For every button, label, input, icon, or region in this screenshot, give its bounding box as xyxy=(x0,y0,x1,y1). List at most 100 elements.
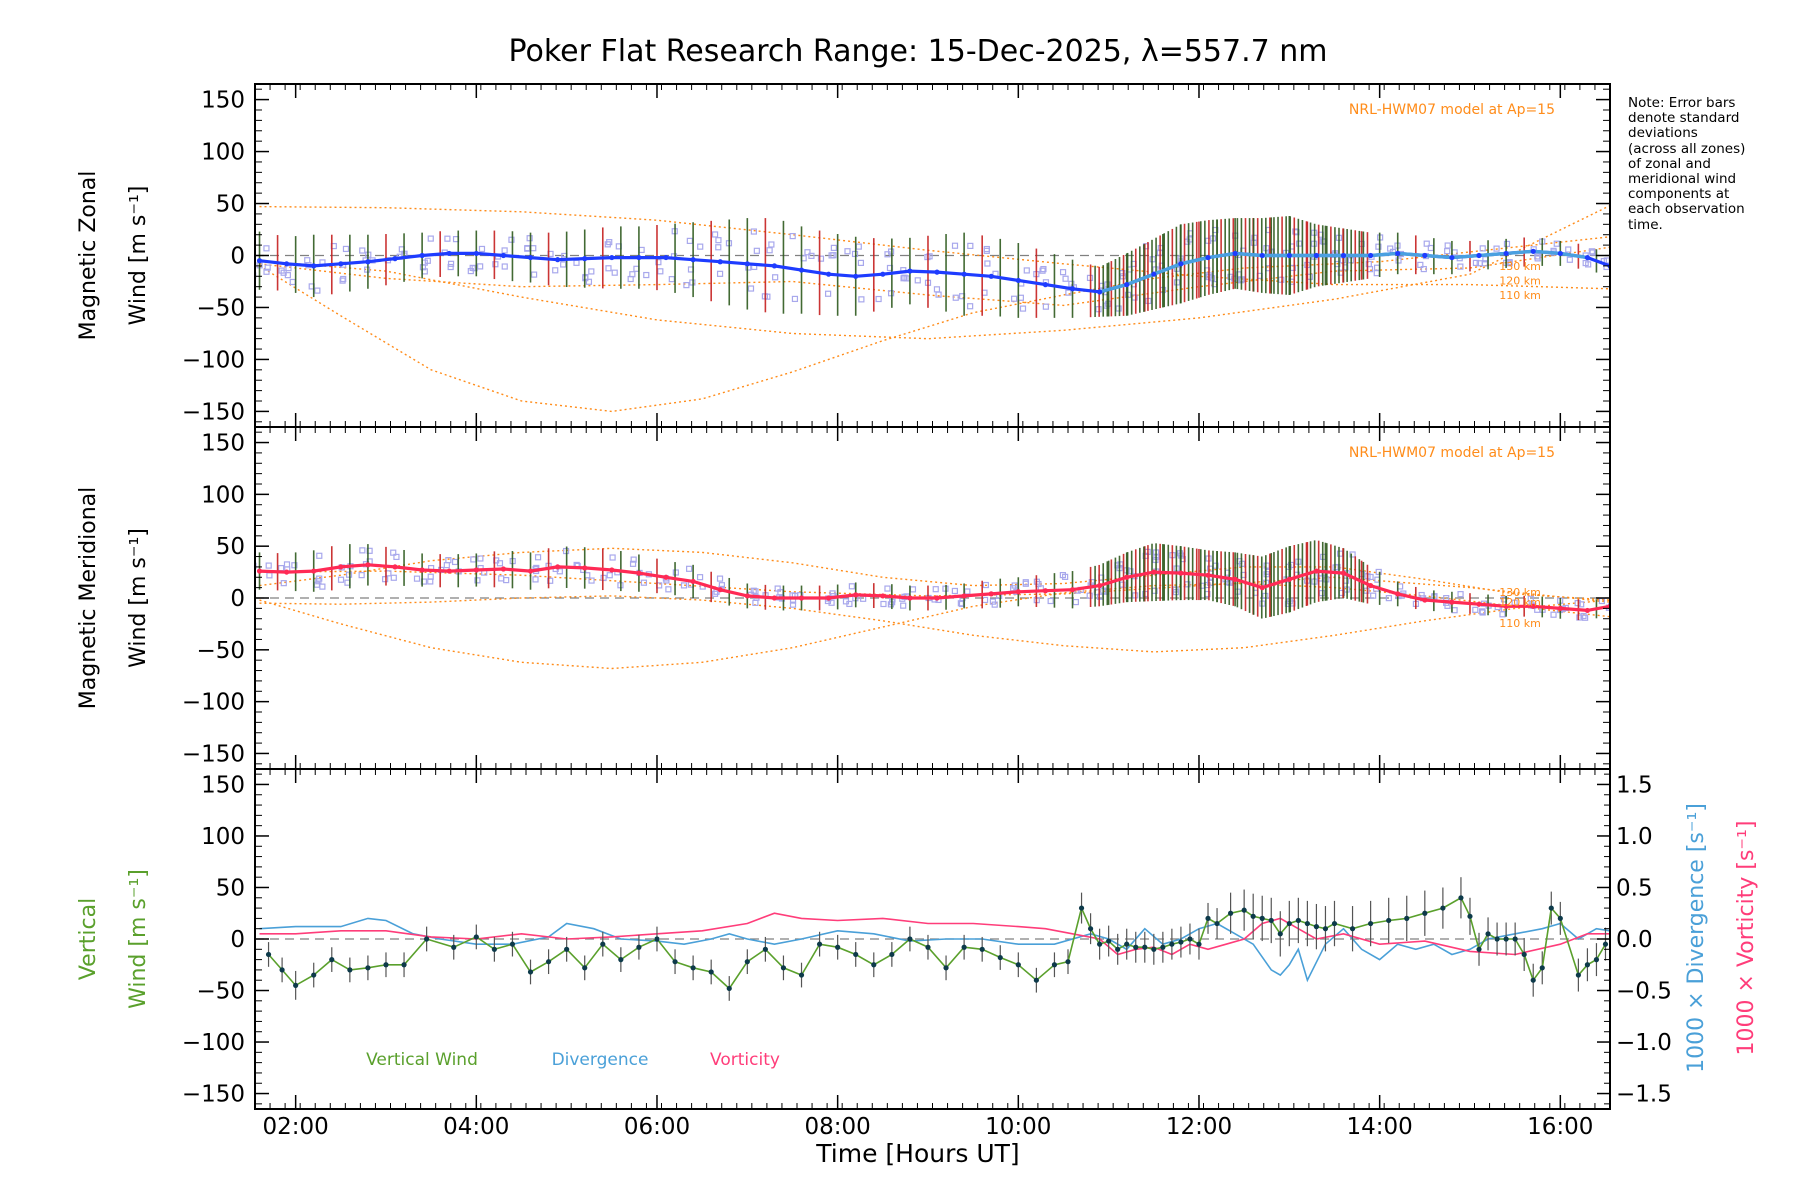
zone-point xyxy=(750,228,757,235)
altitude-label: 130 km xyxy=(1499,586,1541,599)
wind-point xyxy=(582,256,588,262)
zone-point xyxy=(1115,305,1122,312)
wind-point xyxy=(690,257,696,263)
zone-point xyxy=(860,595,867,602)
zone-point xyxy=(1479,245,1486,252)
axis-label-part: Wind [m s⁻¹] xyxy=(126,186,151,326)
vertical-wind-point xyxy=(1133,944,1139,950)
zone-point xyxy=(1457,591,1464,598)
plot-area xyxy=(255,540,1610,670)
wind-point xyxy=(1124,282,1130,288)
zone-point xyxy=(315,578,322,585)
zone-point xyxy=(1503,240,1511,248)
wind-point xyxy=(1286,252,1292,259)
wind-point xyxy=(338,564,344,570)
zone-point xyxy=(665,586,672,593)
wind-point xyxy=(907,268,913,274)
zone-point xyxy=(900,602,907,609)
altitude-label: 120 km xyxy=(1499,274,1541,287)
zone-point xyxy=(1576,614,1583,621)
wind-point xyxy=(500,566,507,572)
vertical-wind-point xyxy=(907,936,913,942)
zone-point xyxy=(715,244,722,251)
vertical-wind-point xyxy=(1467,913,1473,919)
zone-point xyxy=(1365,260,1372,268)
wind-point xyxy=(1151,569,1157,575)
wind-point xyxy=(1259,585,1265,591)
vertical-wind-point xyxy=(1033,977,1039,983)
wind-point xyxy=(771,595,778,601)
zone-point xyxy=(848,583,855,590)
zone-point xyxy=(1582,259,1589,267)
vertical-wind-point xyxy=(564,946,570,952)
zone-point xyxy=(926,253,933,260)
zone-point xyxy=(875,295,882,303)
zone-point xyxy=(638,246,645,254)
wind-point xyxy=(1313,568,1320,574)
zone-point xyxy=(477,555,484,562)
vertical-wind-point xyxy=(1512,936,1518,942)
zone-point xyxy=(1451,607,1458,614)
vertical-wind-point xyxy=(1584,962,1591,968)
zone-point xyxy=(629,560,637,567)
vorticity-axis-label: 1000 × Vorticity [s⁻¹] xyxy=(1734,821,1759,1056)
vertical-wind-point xyxy=(491,946,497,952)
vertical-wind-point xyxy=(1440,905,1446,911)
zone-point xyxy=(263,268,270,275)
zone-point xyxy=(1582,614,1589,621)
vertical-wind-point xyxy=(816,941,823,947)
zone-point xyxy=(419,264,427,271)
zone-point xyxy=(983,247,990,254)
zone-point xyxy=(477,263,484,270)
zone-point xyxy=(526,235,533,242)
wind-point xyxy=(880,271,886,277)
vertical-wind-point xyxy=(1476,946,1482,952)
wind-point xyxy=(311,568,317,574)
vertical-wind-point xyxy=(1268,917,1274,924)
axis-label-part: Wind [m s⁻¹] xyxy=(126,869,151,1009)
vertical-wind-point xyxy=(1313,924,1320,930)
wind-point xyxy=(798,595,805,601)
x-tick-label: 16:00 xyxy=(1527,1114,1593,1140)
zone-point xyxy=(750,587,757,594)
zone-point xyxy=(340,275,347,283)
wind-point xyxy=(636,254,642,261)
vertical-wind-point xyxy=(1494,936,1500,942)
zone-point xyxy=(629,271,636,278)
zone-point xyxy=(752,588,759,595)
zone-point xyxy=(789,601,797,608)
wind-point xyxy=(853,273,859,279)
vertical-wind-point xyxy=(329,957,335,963)
zone-point xyxy=(1011,295,1018,302)
right-tick-label: 0.0 xyxy=(1616,927,1653,953)
zone-point xyxy=(686,237,693,244)
zone-point xyxy=(1418,591,1425,599)
wind-point xyxy=(1368,582,1374,589)
altitude-label: 110 km xyxy=(1499,617,1541,630)
zone-point xyxy=(1566,256,1573,263)
wind-point xyxy=(555,564,561,570)
zone-point xyxy=(496,560,504,567)
zone-point xyxy=(390,549,397,556)
zone-point xyxy=(390,574,397,581)
zone-point xyxy=(1506,260,1513,267)
vertical-wind-point xyxy=(1539,965,1545,971)
wind-point xyxy=(1015,277,1021,284)
wind-point xyxy=(961,593,967,599)
zone-point xyxy=(643,271,650,279)
wind-point xyxy=(1557,250,1563,257)
wind-point xyxy=(1476,601,1482,607)
zone-point xyxy=(503,576,510,584)
wind-point xyxy=(717,587,723,593)
wind-point xyxy=(1259,252,1265,259)
zone-point xyxy=(967,303,974,310)
wind-point xyxy=(1395,250,1401,257)
zone-point xyxy=(655,259,662,266)
vertical-wind-point xyxy=(1214,920,1220,927)
zone-point xyxy=(630,556,637,563)
vertical-wind-point xyxy=(1304,920,1310,927)
note-line: deviations xyxy=(1628,125,1698,142)
x-tick-label: 02:00 xyxy=(263,1114,329,1140)
zone-point xyxy=(560,261,567,268)
